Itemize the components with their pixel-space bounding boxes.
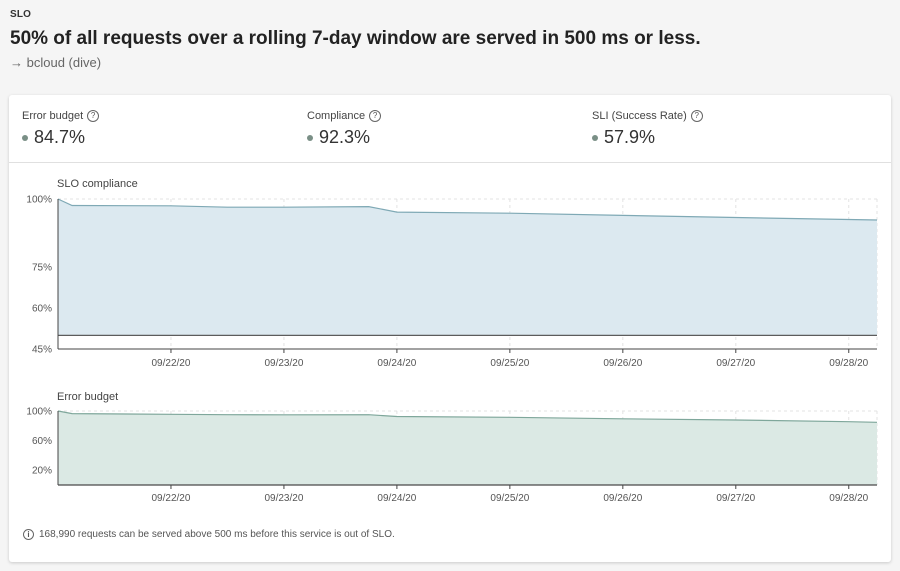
x-tick-label: 09/26/20 <box>603 358 642 369</box>
x-tick-label: 09/25/20 <box>490 493 529 504</box>
stat-value: 92.3% <box>307 127 381 148</box>
x-tick-label: 09/22/20 <box>151 358 190 369</box>
footer-note-text: 168,990 requests can be served above 500… <box>39 529 395 540</box>
x-tick-label: 09/25/20 <box>490 358 529 369</box>
status-dot <box>307 134 313 141</box>
y-tick-label: 100% <box>26 407 52 418</box>
y-tick-label: 75% <box>32 263 52 274</box>
stat-label-text: Compliance <box>307 110 366 122</box>
stat-label-text: Error budget <box>22 110 84 122</box>
stat-label-text: SLI (Success Rate) <box>592 110 687 122</box>
y-tick-label: 60% <box>32 436 52 447</box>
chart-title-error-budget: Error budget <box>57 391 119 403</box>
help-icon[interactable]: ? <box>369 110 382 122</box>
x-tick-label: 09/24/20 <box>377 358 416 369</box>
status-dot <box>22 134 28 141</box>
help-icon[interactable]: ? <box>690 110 703 122</box>
series-line <box>57 198 878 221</box>
stat-value: 57.9% <box>592 127 703 148</box>
y-tick-label: 100% <box>26 195 52 206</box>
series-line <box>57 410 878 423</box>
slo-compliance-chart: 100% 75% 60% 45% 09/22/20 09/23/20 09/24/20 09/… <box>26 195 878 369</box>
y-tick-label: 20% <box>32 466 52 477</box>
stat-value-text: 84.7% <box>34 127 86 147</box>
stat-value-text: 57.9% <box>604 127 656 147</box>
status-dot <box>592 134 598 141</box>
help-icon[interactable]: ? <box>87 110 100 122</box>
footer-note: i 168,990 requests can be served above 5… <box>23 529 395 540</box>
x-tick-label: 09/23/20 <box>264 493 303 504</box>
x-tick-label: 09/27/20 <box>716 493 755 504</box>
stat-value: 84.7% <box>22 127 99 148</box>
stat-error-budget: Error budget ? 84.7% <box>22 110 100 148</box>
series-area <box>58 411 877 485</box>
stat-value-text: 92.3% <box>319 127 371 147</box>
x-tick-label: 09/27/20 <box>716 358 755 369</box>
y-tick-label: 45% <box>32 345 52 356</box>
x-tick-label: 09/28/20 <box>829 493 868 504</box>
x-tick-label: 09/24/20 <box>377 493 416 504</box>
error-budget-chart: 100% 60% 20% 09/22/20 09/23/20 09/24/20 09/25/… <box>26 407 878 504</box>
stat-compliance: Compliance ? 92.3% <box>307 110 382 148</box>
y-tick-label: 60% <box>32 304 52 315</box>
x-tick-label: 09/22/20 <box>151 493 190 504</box>
stat-label: Compliance ? <box>307 110 382 122</box>
stat-label: SLI (Success Rate) ? <box>592 110 703 122</box>
series-area <box>58 199 877 336</box>
page-eyebrow: SLO <box>10 9 32 20</box>
slo-card: Error budget ? 84.7% Compliance ? 92.3% … <box>9 95 891 562</box>
page-title: 50% of all requests over a rolling 7-day… <box>10 28 701 49</box>
x-tick-label: 09/28/20 <box>829 358 868 369</box>
x-tick-label: 09/26/20 <box>603 493 642 504</box>
info-icon: i <box>23 529 34 540</box>
chart-title-compliance: SLO compliance <box>57 178 138 190</box>
x-tick-label: 09/23/20 <box>264 358 303 369</box>
stat-sli: SLI (Success Rate) ? 57.9% <box>592 110 703 148</box>
service-link[interactable]: → bcloud (dive) <box>10 55 102 70</box>
stat-label: Error budget ? <box>22 110 100 122</box>
stats-row: Error budget ? 84.7% Compliance ? 92.3% … <box>9 95 891 163</box>
